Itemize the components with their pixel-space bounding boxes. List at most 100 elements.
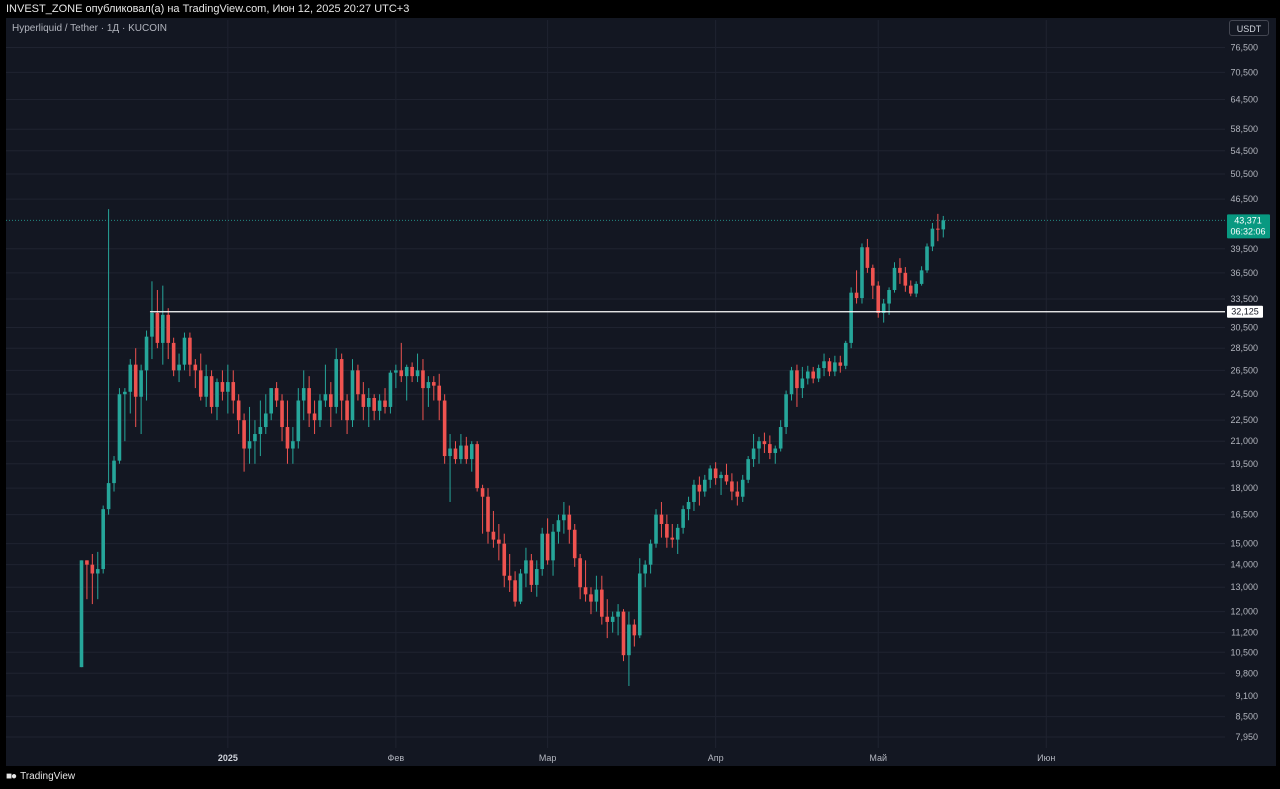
candle[interactable] <box>735 481 740 506</box>
candle[interactable] <box>101 505 105 574</box>
candle[interactable] <box>784 390 788 435</box>
candle[interactable] <box>513 571 517 607</box>
candle[interactable] <box>502 533 507 588</box>
candle[interactable] <box>925 243 929 273</box>
candle[interactable] <box>659 501 664 538</box>
candle[interactable] <box>648 539 653 574</box>
candle[interactable] <box>372 394 376 421</box>
candle[interactable] <box>415 353 420 383</box>
candle[interactable] <box>437 373 442 421</box>
candle[interactable] <box>616 604 620 636</box>
candle[interactable] <box>898 258 902 284</box>
candle[interactable] <box>529 553 534 592</box>
candle[interactable] <box>865 238 870 273</box>
candle[interactable] <box>762 432 767 454</box>
candle[interactable] <box>637 558 642 639</box>
candle[interactable] <box>654 509 658 548</box>
candle[interactable] <box>329 382 333 428</box>
candle[interactable] <box>746 456 750 484</box>
candle[interactable] <box>453 441 458 464</box>
candle[interactable] <box>708 465 713 489</box>
candle[interactable] <box>236 394 241 435</box>
candle[interactable] <box>215 378 219 421</box>
candle[interactable] <box>188 332 192 377</box>
candle[interactable] <box>280 394 284 442</box>
candle[interactable] <box>334 348 339 414</box>
candle[interactable] <box>805 365 810 385</box>
candle[interactable] <box>85 560 89 600</box>
candle[interactable] <box>177 353 181 383</box>
candle[interactable] <box>822 353 826 377</box>
candle[interactable] <box>778 420 783 452</box>
candle[interactable] <box>366 388 371 428</box>
candle[interactable] <box>675 524 680 554</box>
candle[interactable] <box>312 400 317 435</box>
candle[interactable] <box>394 364 398 389</box>
candle[interactable] <box>860 243 864 304</box>
candle[interactable] <box>881 298 886 323</box>
candle[interactable] <box>133 348 138 428</box>
candle[interactable] <box>491 510 496 548</box>
candle[interactable] <box>323 364 328 407</box>
candle[interactable] <box>789 366 794 401</box>
candle[interactable] <box>480 484 485 534</box>
candle[interactable] <box>226 364 230 414</box>
candle[interactable] <box>681 505 685 534</box>
candle[interactable] <box>773 445 778 464</box>
candle[interactable] <box>112 456 116 492</box>
candle[interactable] <box>350 359 355 428</box>
candle[interactable] <box>247 406 252 464</box>
candle[interactable] <box>800 366 805 398</box>
candle[interactable] <box>356 364 360 401</box>
candle[interactable] <box>253 420 257 464</box>
candle[interactable] <box>562 501 566 534</box>
candle[interactable] <box>621 609 626 662</box>
candle[interactable] <box>740 474 745 502</box>
candle[interactable] <box>383 388 387 414</box>
candle[interactable] <box>827 357 832 377</box>
candle[interactable] <box>404 364 409 401</box>
candle[interactable] <box>204 364 208 407</box>
symbol-info[interactable]: Hyperliquid / Tether · 1Д · KUCOIN <box>12 23 167 34</box>
candle[interactable] <box>117 388 122 464</box>
candle[interactable] <box>361 382 366 421</box>
candle[interactable] <box>908 280 913 297</box>
candle[interactable] <box>345 394 349 435</box>
candle[interactable] <box>919 266 924 286</box>
candle[interactable] <box>459 434 463 464</box>
candle[interactable] <box>339 353 344 421</box>
candle[interactable] <box>79 560 84 668</box>
candle[interactable] <box>540 527 544 576</box>
candle[interactable] <box>583 560 588 602</box>
candle[interactable] <box>811 366 815 384</box>
candle[interactable] <box>123 388 127 442</box>
candle[interactable] <box>144 330 149 401</box>
candle[interactable] <box>572 524 577 567</box>
candle[interactable] <box>95 551 100 600</box>
candle[interactable] <box>545 518 550 565</box>
candle[interactable] <box>301 370 306 421</box>
candle[interactable] <box>518 569 523 605</box>
candle[interactable] <box>469 441 474 472</box>
candle[interactable] <box>833 355 837 377</box>
candle[interactable] <box>713 462 718 485</box>
candle[interactable] <box>757 436 761 464</box>
candle[interactable] <box>399 342 404 383</box>
candle[interactable] <box>155 290 160 349</box>
candle[interactable] <box>724 463 729 485</box>
candle[interactable] <box>871 264 875 299</box>
candle[interactable] <box>475 441 479 492</box>
candle[interactable] <box>887 287 891 315</box>
candle[interactable] <box>182 332 187 371</box>
candle[interactable] <box>751 434 756 467</box>
candle[interactable] <box>193 359 198 389</box>
candle[interactable] <box>442 394 447 464</box>
candle[interactable] <box>388 370 393 414</box>
candle[interactable] <box>719 471 723 495</box>
brand[interactable]: ■● TradingView <box>6 771 75 782</box>
candle[interactable] <box>426 376 431 407</box>
candle[interactable] <box>231 370 236 414</box>
candle[interactable] <box>854 270 859 304</box>
candle[interactable] <box>198 353 203 401</box>
candle[interactable] <box>551 524 555 576</box>
